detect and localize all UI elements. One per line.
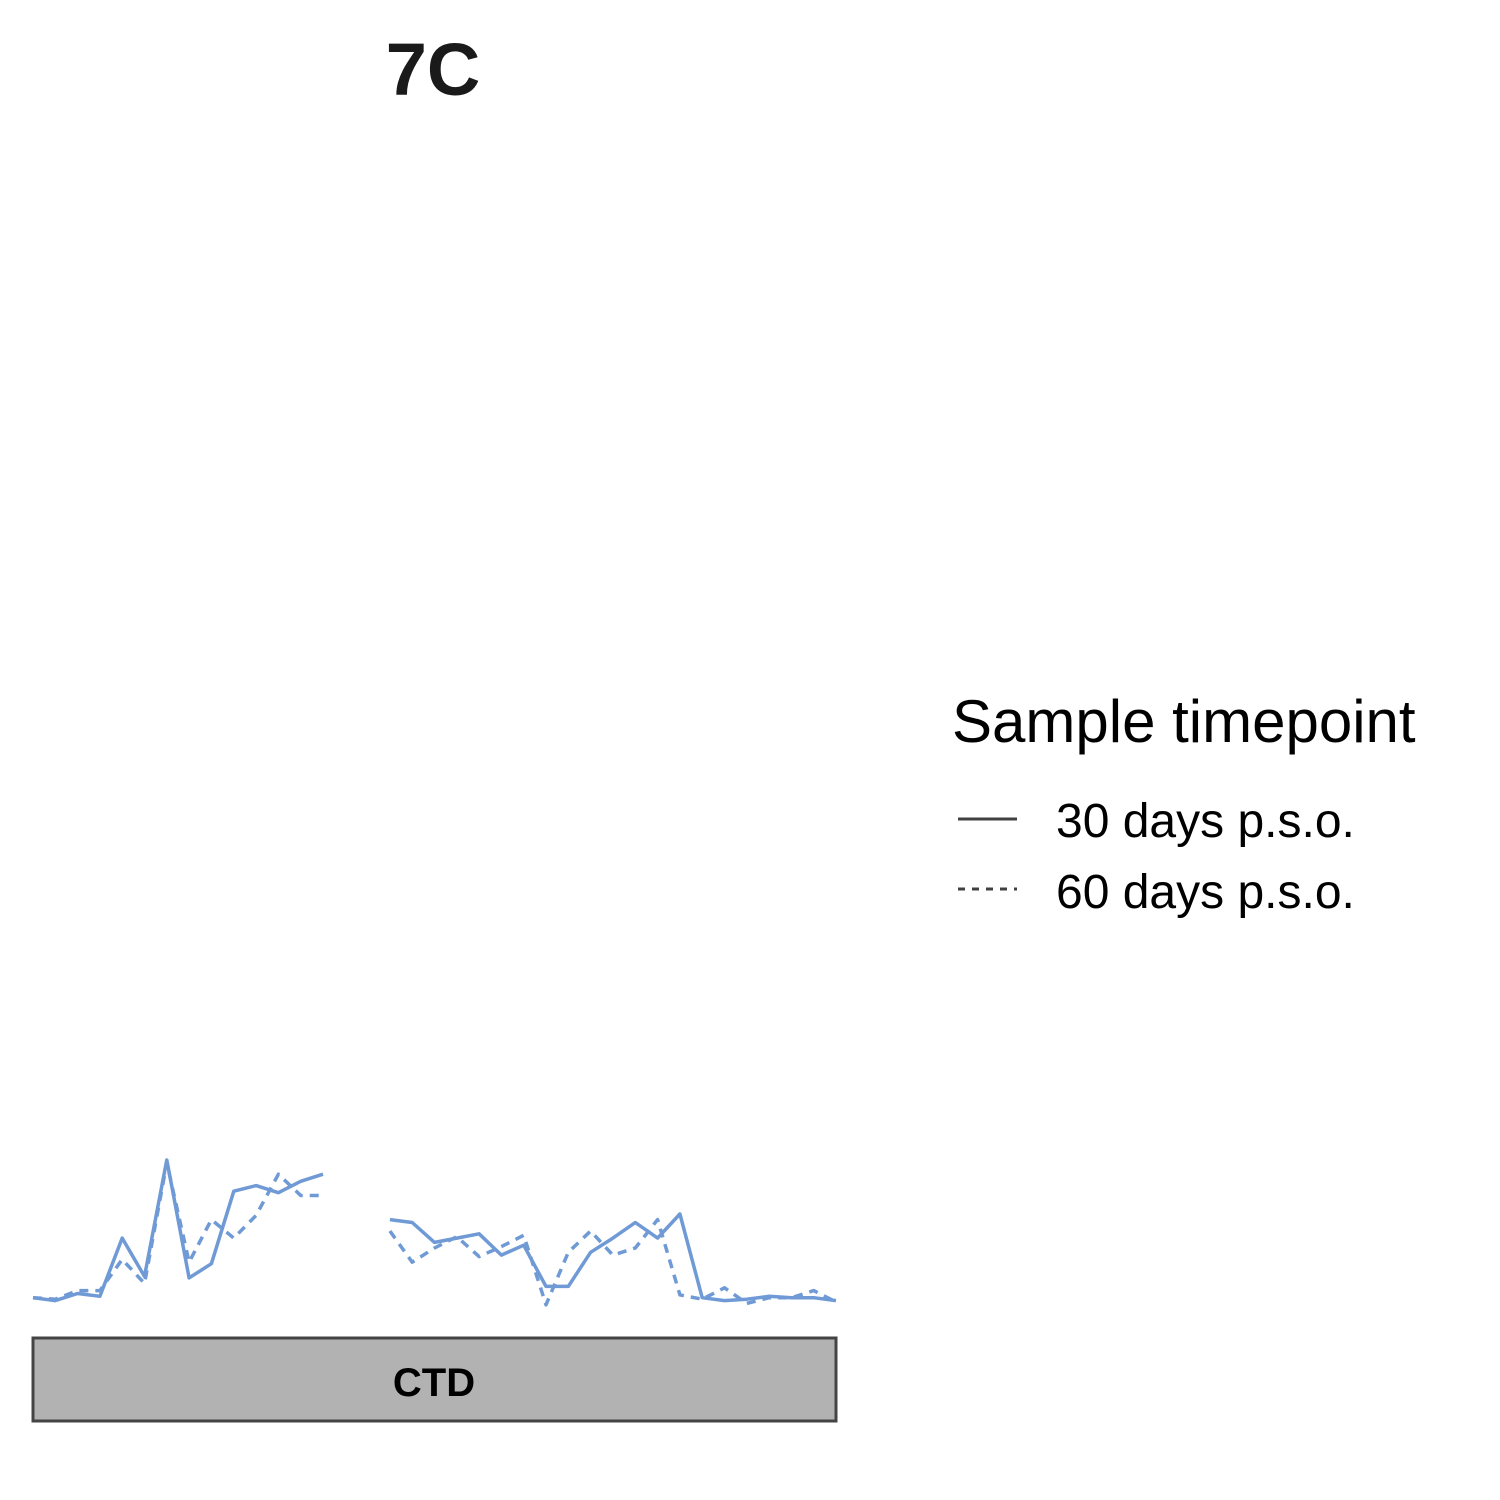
domain-bar — [31, 1336, 838, 1423]
series-line-60-days-segment-1 — [32, 1161, 323, 1301]
plot-area — [32, 1158, 837, 1307]
series-line-30-days-segment-1 — [32, 1158, 324, 1303]
legend-title: Sample timepoint — [952, 688, 1416, 755]
legend-label-30-days: 30 days p.s.o. — [1056, 795, 1355, 848]
series-line-60-days-segment-2 — [388, 1217, 837, 1307]
series-line-30-days-segment-2 — [389, 1212, 837, 1303]
legend: Sample timepoint 30 days p.s.o. 60 days … — [952, 688, 1416, 919]
domain-label: CTD — [393, 1361, 475, 1405]
chart-title: 7C — [386, 28, 481, 111]
legend-label-60-days: 60 days p.s.o. — [1056, 866, 1355, 919]
domain-track: CTD — [31, 1336, 838, 1423]
